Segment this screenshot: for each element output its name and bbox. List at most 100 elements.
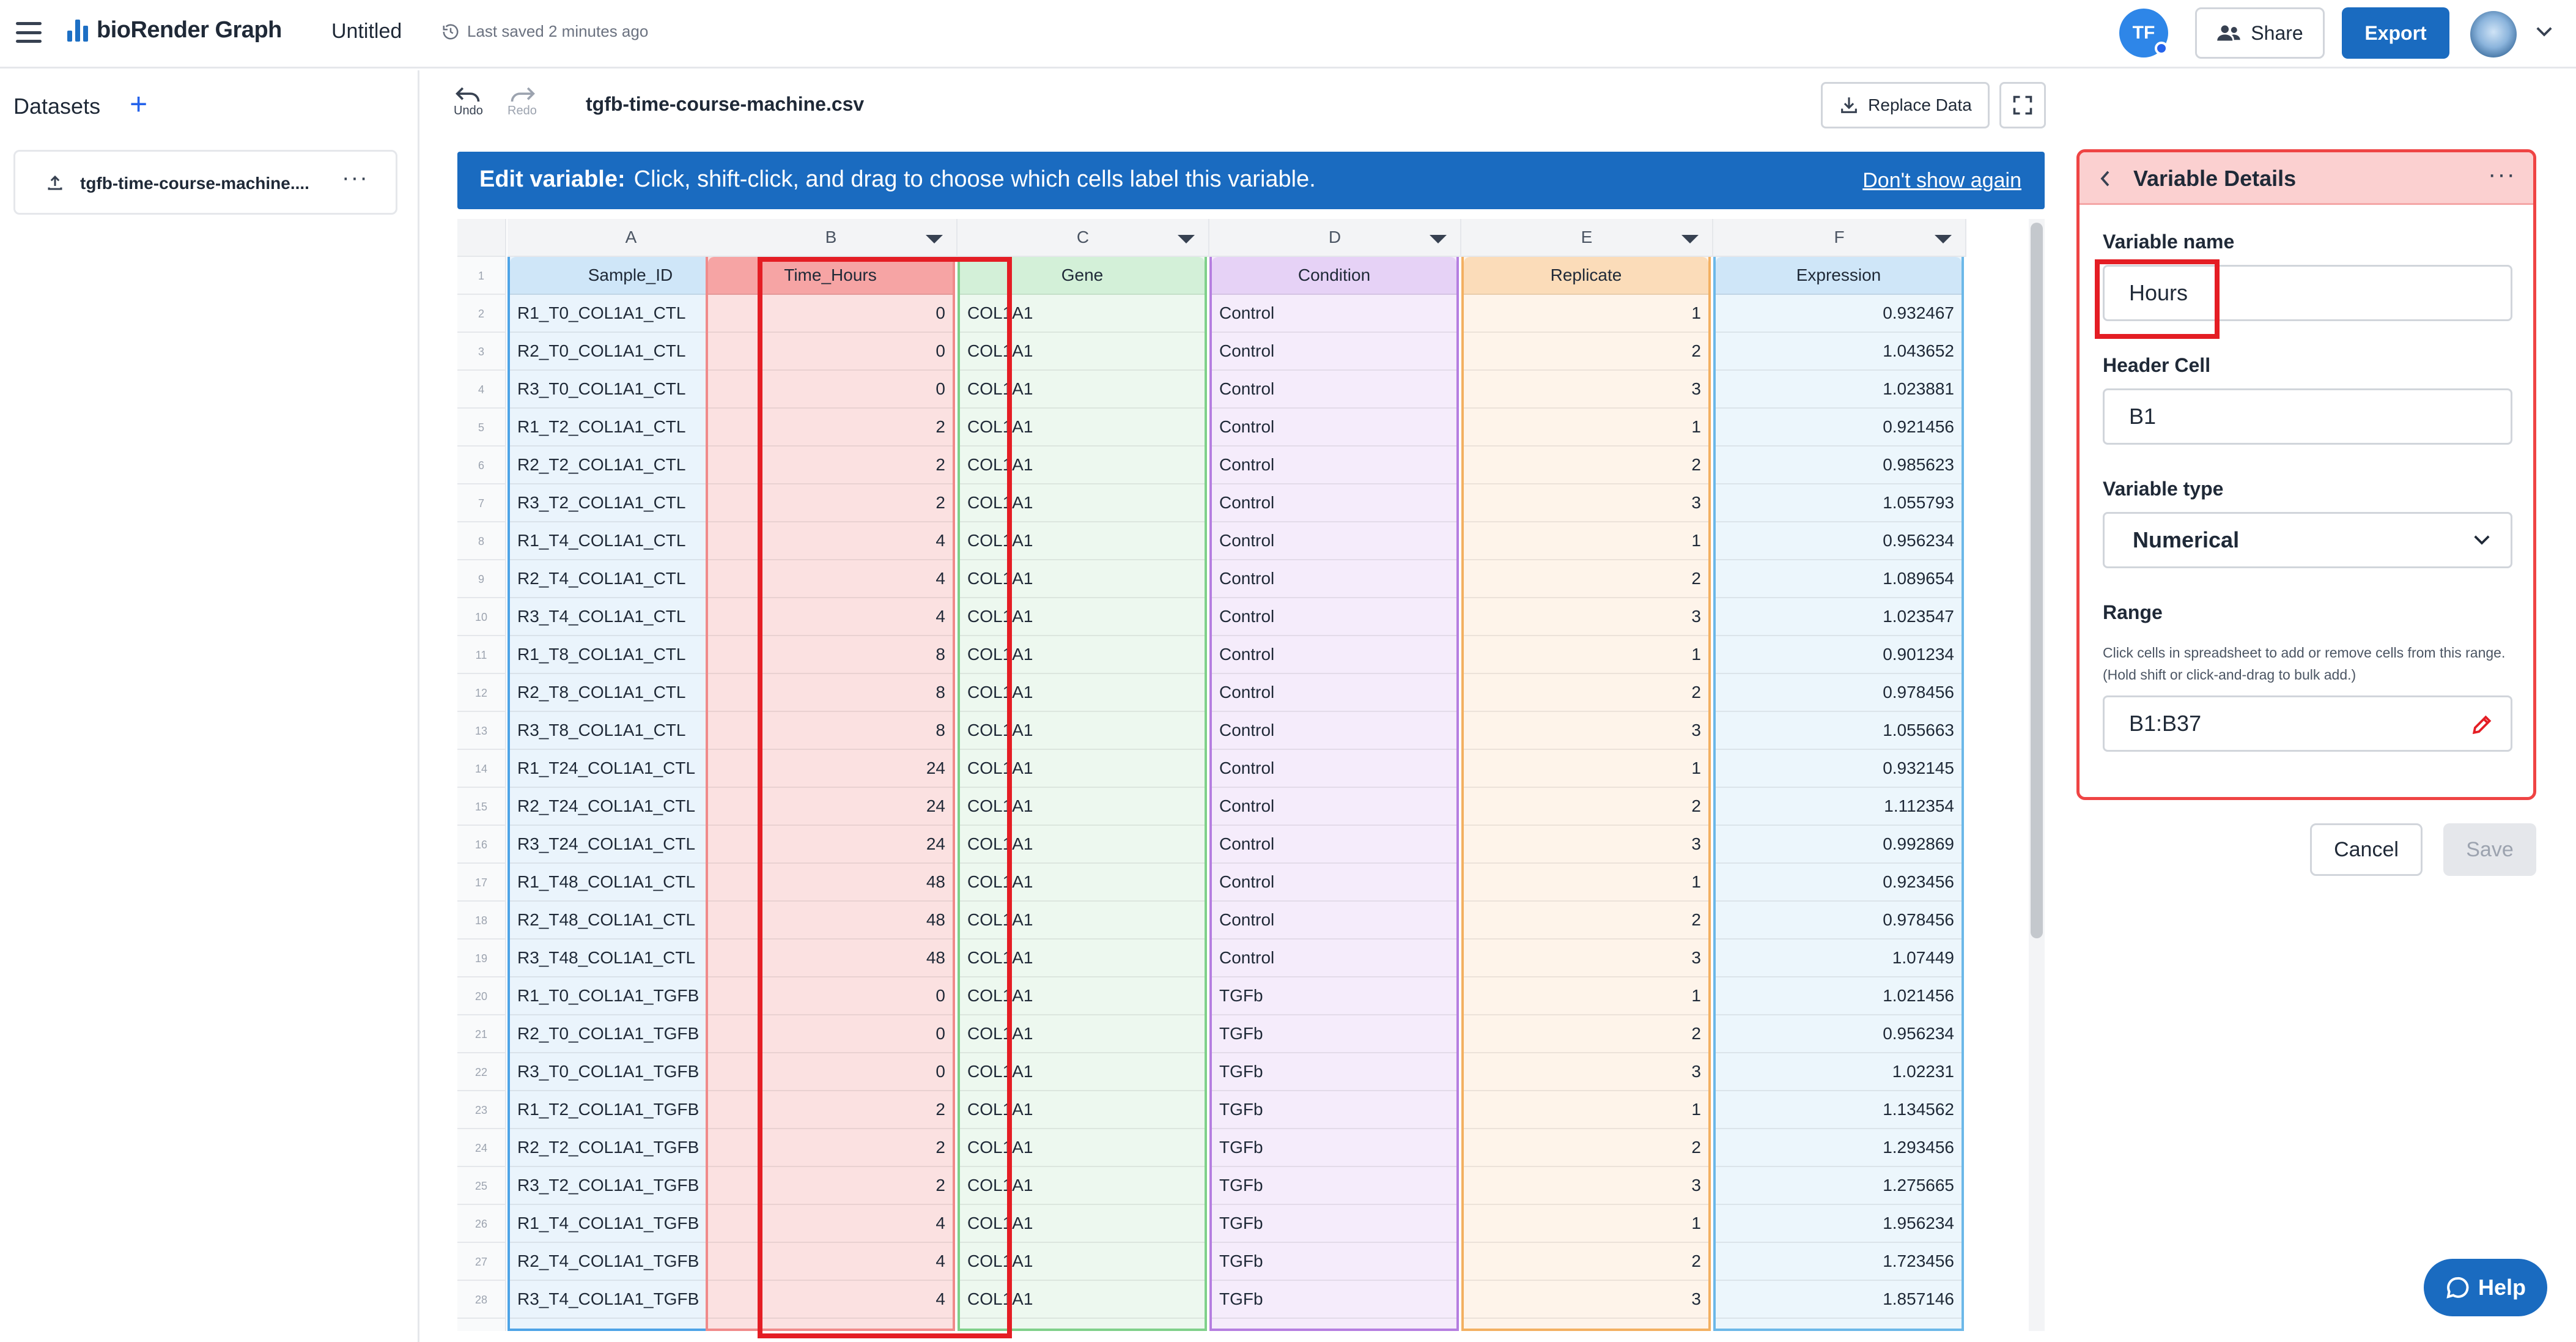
data-cell[interactable]: 0.985623 [1716, 447, 1962, 484]
data-cell[interactable]: COL1A1 [960, 447, 1205, 484]
data-cell[interactable]: 2 [708, 1129, 953, 1167]
data-cell[interactable]: 4 [708, 522, 953, 560]
data-cell[interactable]: Control [1212, 484, 1456, 522]
data-cell[interactable]: 1.023547 [1716, 598, 1962, 636]
data-cell[interactable]: COL1A1 [960, 371, 1205, 409]
column-header-f[interactable]: F [1713, 219, 1966, 257]
data-cell[interactable]: R1_T48_COL1A1_CTL [510, 864, 751, 902]
row-number[interactable]: 18 [457, 902, 506, 940]
data-cell[interactable]: 1 [1464, 864, 1708, 902]
data-cell[interactable]: 2 [1464, 560, 1708, 598]
data-cell[interactable]: R1_T0_COL1A1_CTL [510, 295, 751, 333]
data-cell[interactable]: TGFb [1212, 977, 1456, 1015]
column-header-c[interactable]: C [958, 219, 1209, 257]
data-cell[interactable]: 1.055663 [1716, 712, 1962, 750]
data-cell[interactable]: 3 [1464, 1281, 1708, 1319]
data-cell[interactable]: TGFb [1212, 1015, 1456, 1053]
data-cell[interactable]: COL1A1 [960, 1243, 1205, 1281]
data-cell[interactable]: 0.992869 [1716, 826, 1962, 864]
data-cell[interactable]: Control [1212, 674, 1456, 712]
data-cell[interactable]: 1.275665 [1716, 1167, 1962, 1205]
data-cell[interactable]: COL1A1 [960, 1053, 1205, 1091]
data-cell[interactable]: R1_T4_COL1A1_CTL [510, 522, 751, 560]
row-number[interactable]: 25 [457, 1167, 506, 1205]
scrollbar-thumb[interactable] [2031, 223, 2043, 938]
row-number[interactable]: 21 [457, 1015, 506, 1053]
data-cell[interactable]: 2 [708, 1091, 953, 1129]
data-cell[interactable]: 1 [1464, 295, 1708, 333]
data-cell[interactable] [708, 1319, 953, 1331]
column-c[interactable]: Gene COL1A1 COL1A1 COL1A1 COL1A1 COL1A1 COL1A1… [958, 257, 1207, 1331]
data-cell[interactable]: COL1A1 [960, 826, 1205, 864]
data-cell[interactable]: R3_T2_COL1A1_TGFB [510, 1167, 751, 1205]
data-cell[interactable]: COL1A1 [960, 333, 1205, 371]
column-d[interactable]: Condition Control Control Control Control Con… [1209, 257, 1459, 1331]
row-number[interactable]: 22 [457, 1053, 506, 1091]
data-cell[interactable]: 0 [708, 977, 953, 1015]
data-cell[interactable]: R3_T0_COL1A1_CTL [510, 371, 751, 409]
column-header-d[interactable]: D [1209, 219, 1461, 257]
data-cell[interactable]: 48 [708, 902, 953, 940]
data-cell[interactable]: 0.956234 [1716, 522, 1962, 560]
data-cell[interactable]: 1.055793 [1716, 484, 1962, 522]
row-number[interactable]: 2 [457, 295, 506, 333]
column-e[interactable]: Replicate 1 2 3 1 2 3 1 2 3 1 2 3 1 2 3 1 2 3 1 2 3 1 2 3 1 2 3 [1461, 257, 1711, 1331]
data-cell[interactable]: R1_T0_COL1A1_TGFB [510, 977, 751, 1015]
data-cell[interactable]: 2 [1464, 1129, 1708, 1167]
data-cell[interactable]: 0 [708, 333, 953, 371]
data-cell[interactable]: R2_T24_COL1A1_CTL [510, 788, 751, 826]
data-cell[interactable]: 24 [708, 750, 953, 788]
data-cell[interactable]: 2 [708, 409, 953, 447]
chevron-down-icon[interactable] [2535, 24, 2553, 39]
spreadsheet-grid[interactable]: A B C D E F 1 2 3 4 5 6 7 8 9 10 11 12 13 14 15 16 17 18 19 20 21 2… [457, 219, 2045, 1331]
data-cell[interactable]: R2_T8_COL1A1_CTL [510, 674, 751, 712]
data-cell[interactable]: 0 [708, 1015, 953, 1053]
row-number[interactable]: 4 [457, 371, 506, 409]
data-cell[interactable]: TGFb [1212, 1053, 1456, 1091]
row-number[interactable]: 8 [457, 522, 506, 560]
data-cell[interactable]: R2_T0_COL1A1_TGFB [510, 1015, 751, 1053]
column-menu-icon[interactable] [926, 235, 943, 243]
data-cell[interactable]: 0.932467 [1716, 295, 1962, 333]
data-cell[interactable]: Control [1212, 409, 1456, 447]
data-cell[interactable]: R3_T48_COL1A1_CTL [510, 940, 751, 977]
data-cell[interactable]: 1.021456 [1716, 977, 1962, 1015]
variable-name-input[interactable]: Hours [2103, 265, 2512, 321]
row-number[interactable]: 7 [457, 484, 506, 522]
data-cell[interactable]: 0 [708, 295, 953, 333]
data-cell[interactable]: COL1A1 [960, 636, 1205, 674]
data-cell[interactable]: R1_T24_COL1A1_CTL [510, 750, 751, 788]
data-cell[interactable]: R1_T2_COL1A1_TGFB [510, 1091, 751, 1129]
data-cell[interactable]: 1.956234 [1716, 1205, 1962, 1243]
row-number[interactable]: 23 [457, 1091, 506, 1129]
data-cell[interactable]: 4 [708, 1205, 953, 1243]
row-number[interactable]: 27 [457, 1243, 506, 1281]
data-cell[interactable]: COL1A1 [960, 295, 1205, 333]
data-cell[interactable]: 0.978456 [1716, 902, 1962, 940]
data-cell[interactable]: COL1A1 [960, 1015, 1205, 1053]
data-cell[interactable]: R1_T4_COL1A1_TGFB [510, 1205, 751, 1243]
data-cell[interactable] [1212, 1319, 1456, 1331]
document-title[interactable]: Untitled [331, 20, 402, 43]
data-cell[interactable]: COL1A1 [960, 864, 1205, 902]
data-cell[interactable]: TGFb [1212, 1091, 1456, 1129]
data-cell[interactable]: R3_T4_COL1A1_TGFB [510, 1281, 751, 1319]
data-cell[interactable]: Control [1212, 750, 1456, 788]
data-cell[interactable]: Control [1212, 598, 1456, 636]
data-cell[interactable]: 4 [708, 1243, 953, 1281]
data-cell[interactable]: 2 [1464, 447, 1708, 484]
data-cell[interactable]: R1_T8_COL1A1_CTL [510, 636, 751, 674]
row-number[interactable]: 12 [457, 674, 506, 712]
data-cell[interactable]: COL1A1 [960, 1129, 1205, 1167]
row-number[interactable]: 15 [457, 788, 506, 826]
data-cell[interactable]: Control [1212, 826, 1456, 864]
data-cell[interactable]: 4 [708, 598, 953, 636]
undo-button[interactable]: Undo [454, 86, 483, 118]
row-number[interactable]: 28 [457, 1281, 506, 1319]
user-avatar[interactable] [2470, 11, 2517, 57]
data-cell[interactable]: TGFb [1212, 1281, 1456, 1319]
data-cell[interactable]: 1.293456 [1716, 1129, 1962, 1167]
data-cell[interactable]: 24 [708, 826, 953, 864]
data-cell[interactable]: COL1A1 [960, 674, 1205, 712]
data-cell[interactable]: 0.901234 [1716, 636, 1962, 674]
